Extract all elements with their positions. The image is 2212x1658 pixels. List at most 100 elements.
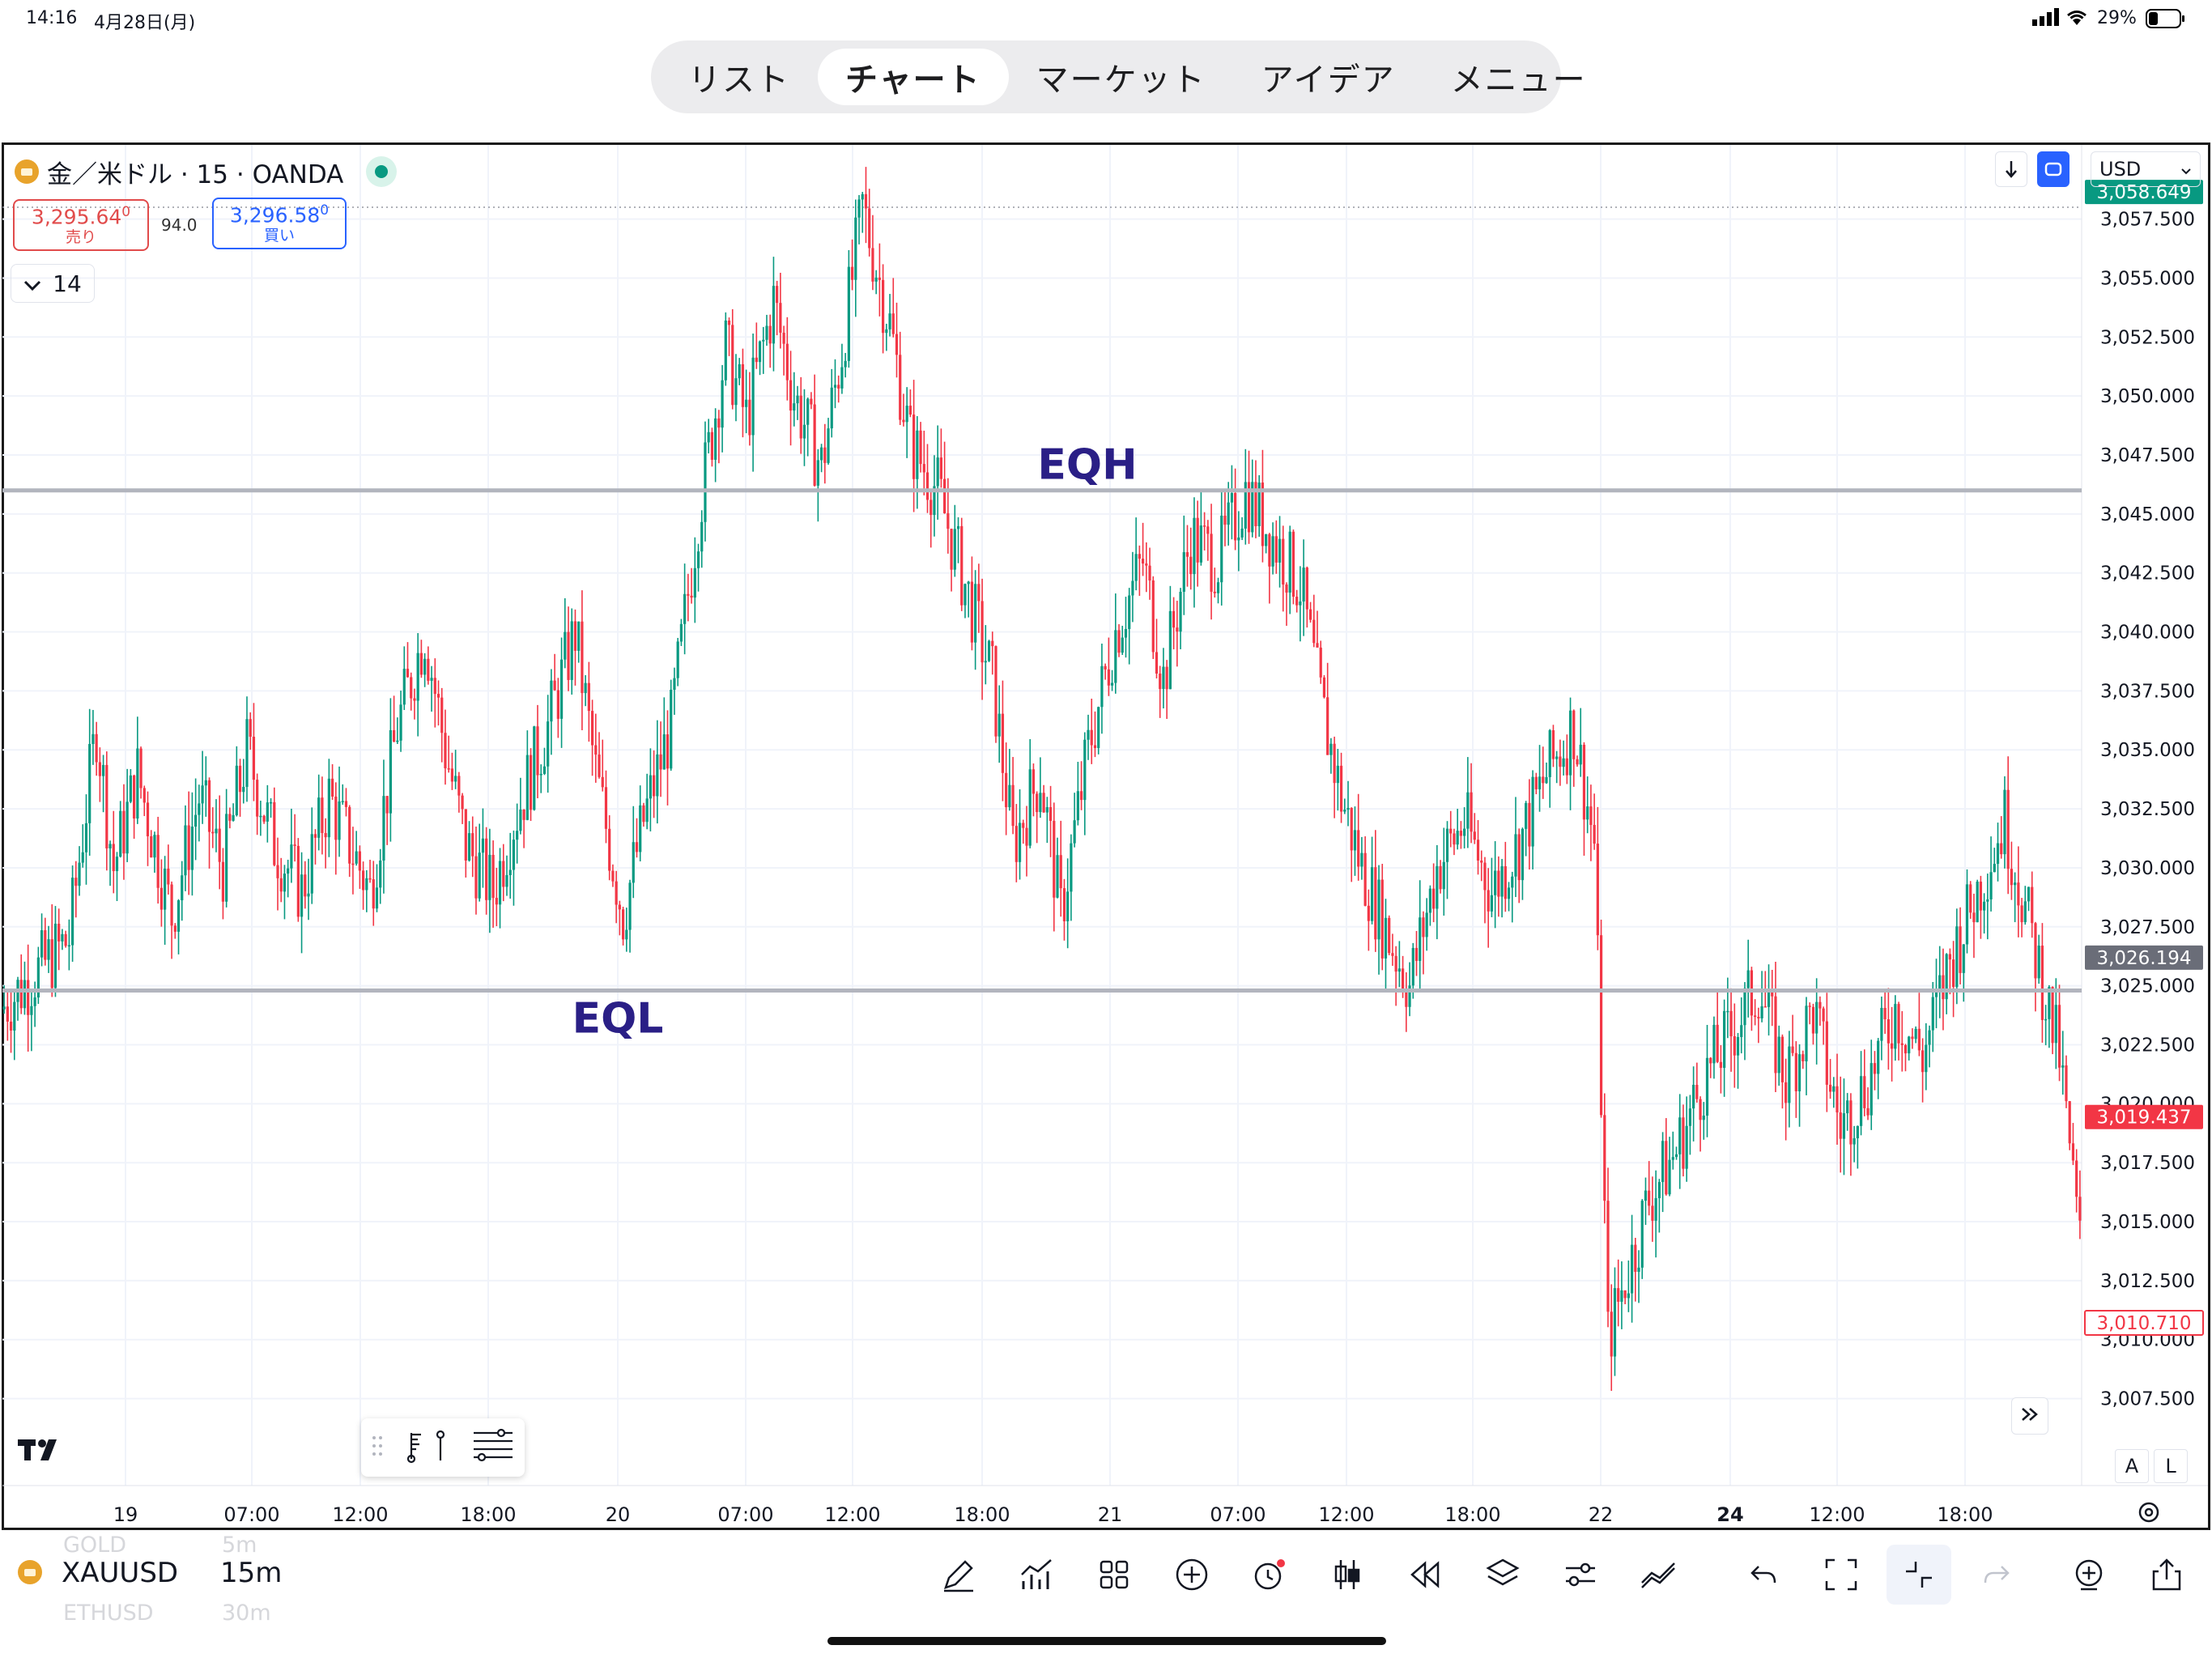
candle-style-icon[interactable] [1323,1550,1372,1599]
candle-body [211,831,215,834]
tab-market[interactable]: マーケット [1036,62,1206,99]
ghost-next-symbol: ETHUSD [63,1601,154,1626]
alarm-clock-icon[interactable] [1245,1550,1294,1599]
candle-body [382,796,385,861]
candle-body [1049,806,1053,821]
candle-body [81,852,84,863]
candle-body [1350,807,1353,851]
candle-body [164,868,167,910]
tab-chart[interactable]: チャート [818,49,1009,105]
candle-body [1370,867,1374,921]
currency-select[interactable]: USD [2091,151,2201,187]
auto-scale-button[interactable]: A [2115,1449,2149,1483]
redo-icon[interactable] [1972,1550,2021,1599]
indicator-collapse-button[interactable]: 14 [11,264,95,303]
candle-body [772,286,776,344]
candle-body [259,815,262,818]
candle-body [1777,1036,1780,1073]
status-bar: 14:16 4月28日(月) 29% [0,0,2212,39]
candle-body [1251,482,1254,533]
arrow-down-icon[interactable] [1995,151,2027,187]
tradingview-logo-icon[interactable] [18,1436,68,1467]
candle-body [1141,559,1145,564]
candle-body [115,857,119,872]
indicators-icon[interactable] [1012,1550,1061,1599]
candle-body [1665,1141,1668,1195]
candle-body [1011,784,1015,827]
candle-body [1473,831,1476,840]
candle-body [1176,627,1179,632]
tab-ideas[interactable]: アイデア [1261,62,1396,99]
drag-handle-icon[interactable] [372,1435,383,1460]
settings-gear-icon[interactable] [2133,1496,2165,1528]
candle-body [348,806,351,864]
candle-body [1887,1019,1890,1044]
candle-body [810,398,813,405]
candle-body [1138,554,1141,559]
tab-list[interactable]: リスト [688,62,790,99]
tab-menu[interactable]: メニュー [1450,62,1587,99]
object-tree-icon[interactable] [472,1428,514,1467]
candle-body [1401,968,1405,991]
scroll-to-realtime-button[interactable] [2011,1397,2048,1435]
candle-body [30,1005,33,1015]
settings-sliders-icon[interactable] [1556,1550,1605,1599]
candle-body [584,682,587,694]
candle-body [1986,899,1989,902]
bottom-symbol-picker[interactable]: XAUUSD [62,1557,179,1589]
candle-body [704,442,707,522]
replay-rewind-icon[interactable] [1401,1550,1449,1599]
candle-body [943,478,946,513]
candle-body [1168,610,1172,690]
candle-body [1179,592,1182,632]
exit-fullscreen-icon[interactable] [1887,1545,1951,1605]
candle-body [1487,890,1490,912]
candle-body [1596,844,1599,936]
candle-body [406,669,410,678]
candle-body [2048,987,2051,1019]
candle-body [762,339,765,342]
layouts-grid-icon[interactable] [1090,1550,1138,1599]
candle-body [44,930,47,960]
candle-body [91,733,95,744]
chevron-down-icon [2180,158,2192,181]
bottom-interval-picker[interactable]: 15m [220,1557,283,1589]
fullscreen-icon[interactable] [1817,1550,1865,1599]
trend-lines-icon[interactable] [1634,1550,1682,1599]
share-icon[interactable] [2142,1550,2191,1599]
sync-icon[interactable] [2037,151,2069,187]
candle-body [1056,855,1059,898]
favorite-tools-icon[interactable] [405,1428,450,1467]
candle-body [625,929,628,940]
candle-body [1117,630,1121,653]
pencil-draw-icon[interactable] [934,1550,983,1599]
candle-body [423,658,427,675]
candle-body [1494,870,1497,895]
candle-body [1114,630,1117,683]
candle-body [1121,637,1124,653]
currency-value: USD [2099,158,2142,181]
candle-body [1644,1190,1648,1201]
log-scale-button[interactable]: L [2154,1449,2188,1483]
candle-body [375,887,379,909]
candle-body [1124,628,1128,638]
add-watchlist-icon[interactable] [2065,1550,2113,1599]
time-axis-label: 18:00 [460,1503,516,1526]
sell-button[interactable]: 3,295.640 売り [13,199,149,251]
candle-body [1216,582,1220,593]
candle-body [1291,531,1295,597]
candle-body [372,879,375,909]
candle-body [960,525,963,606]
add-plus-circle-icon[interactable] [1168,1550,1216,1599]
symbol-header[interactable]: 金／米ドル · 15 · OANDA [15,155,398,189]
candle-body [457,776,461,796]
candle-body [338,801,341,840]
candle-body [67,945,70,947]
candlestick-chart[interactable]: 19 07:00 12:00 18:00 20 07:00 12:00 18:00 21 07:0… [2,145,2208,1528]
undo-icon[interactable] [1739,1550,1788,1599]
candle-body [768,325,772,344]
buy-button[interactable]: 3,296.580 買い [212,198,347,249]
candle-body [498,861,502,905]
candle-body [427,658,430,681]
layers-icon[interactable] [1478,1550,1527,1599]
